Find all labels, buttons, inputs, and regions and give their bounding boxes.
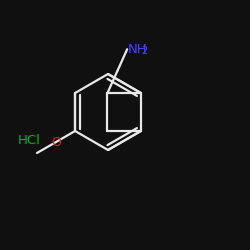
Text: O: O — [51, 136, 61, 148]
Text: NH: NH — [128, 43, 148, 56]
Text: HCl: HCl — [18, 134, 41, 146]
Text: 2: 2 — [141, 46, 148, 56]
